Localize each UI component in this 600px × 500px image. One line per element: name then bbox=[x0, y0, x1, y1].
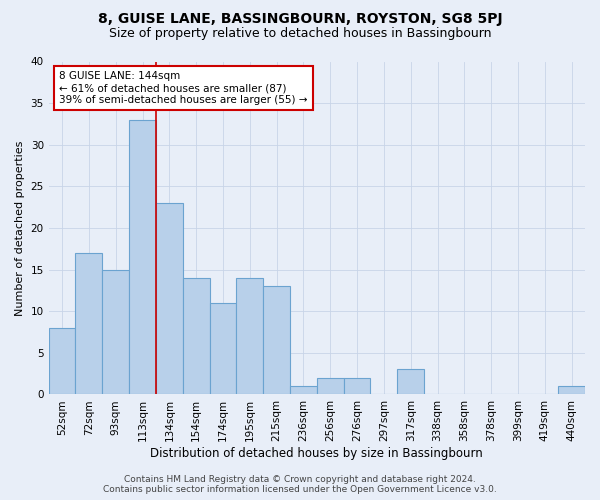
Text: Contains HM Land Registry data © Crown copyright and database right 2024.
Contai: Contains HM Land Registry data © Crown c… bbox=[103, 474, 497, 494]
Bar bbox=[103, 270, 129, 394]
Bar bbox=[156, 203, 183, 394]
Text: 8 GUISE LANE: 144sqm
← 61% of detached houses are smaller (87)
39% of semi-detac: 8 GUISE LANE: 144sqm ← 61% of detached h… bbox=[59, 72, 308, 104]
Bar bbox=[76, 253, 103, 394]
Bar bbox=[558, 386, 585, 394]
Bar bbox=[344, 378, 370, 394]
Bar bbox=[263, 286, 290, 395]
X-axis label: Distribution of detached houses by size in Bassingbourn: Distribution of detached houses by size … bbox=[151, 447, 483, 460]
Bar bbox=[129, 120, 156, 394]
Text: Size of property relative to detached houses in Bassingbourn: Size of property relative to detached ho… bbox=[109, 28, 491, 40]
Bar bbox=[236, 278, 263, 394]
Bar bbox=[290, 386, 317, 394]
Bar bbox=[209, 303, 236, 394]
Bar bbox=[49, 328, 76, 394]
Bar bbox=[317, 378, 344, 394]
Text: 8, GUISE LANE, BASSINGBOURN, ROYSTON, SG8 5PJ: 8, GUISE LANE, BASSINGBOURN, ROYSTON, SG… bbox=[98, 12, 502, 26]
Bar bbox=[397, 370, 424, 394]
Bar bbox=[183, 278, 209, 394]
Y-axis label: Number of detached properties: Number of detached properties bbox=[15, 140, 25, 316]
